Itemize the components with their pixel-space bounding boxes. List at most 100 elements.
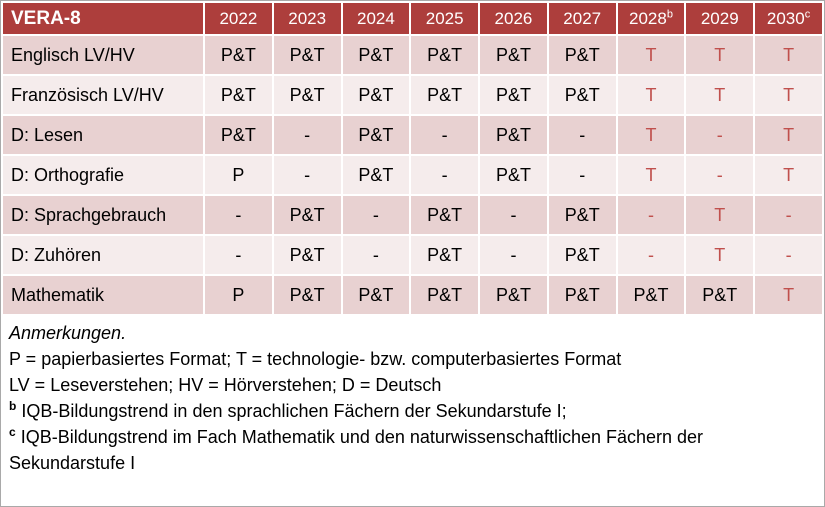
row-label: D: Orthografie: [1, 154, 205, 196]
table-cell: P&T: [271, 234, 343, 276]
note-superscript: b: [9, 399, 17, 414]
table-cell: T: [753, 34, 824, 76]
table-cell: P&T: [478, 274, 549, 316]
note-superscript: c: [9, 425, 16, 440]
table-cell: P&T: [203, 114, 274, 156]
table-cell: -: [271, 114, 343, 156]
table-cell: P&T: [409, 194, 481, 236]
table-cell: P&T: [271, 34, 343, 76]
year-superscript: b: [666, 7, 673, 20]
table-cell: P&T: [340, 154, 412, 196]
row-label: D: Zuhören: [1, 234, 205, 276]
table-cell: P&T: [409, 234, 481, 276]
table-cell: -: [478, 234, 549, 276]
notes-heading: Anmerkungen.: [9, 323, 127, 343]
table-cell: T: [753, 74, 824, 116]
table-cell: -: [409, 154, 481, 196]
row-label: Mathematik: [1, 274, 205, 316]
table-cell: -: [753, 194, 824, 236]
table-cell: P: [203, 274, 274, 316]
table-cell: -: [753, 234, 824, 276]
row-label: D: Sprachgebrauch: [1, 194, 205, 236]
table-row: Französisch LV/HV P&T P&T P&T P&T P&T P&T T T T: [1, 74, 824, 116]
table-row: Mathematik P P&T P&T P&T P&T P&T P&T P&T T: [1, 274, 824, 316]
table-cell: P&T: [203, 34, 274, 76]
row-label: Französisch LV/HV: [1, 74, 205, 116]
table-cell: -: [478, 194, 549, 236]
table-cell: P&T: [546, 34, 618, 76]
table-cell: P&T: [478, 114, 549, 156]
table-cell: P&T: [271, 74, 343, 116]
table-cell: P&T: [409, 74, 481, 116]
table-row: D: Sprachgebrauch - P&T - P&T - P&T - T -: [1, 194, 824, 236]
table-cell: T: [684, 194, 756, 236]
table-cell: P&T: [340, 274, 412, 316]
table-cell: P&T: [340, 114, 412, 156]
table-cell: P&T: [546, 194, 618, 236]
year-header: 2024: [340, 1, 412, 36]
table-cell: -: [615, 194, 687, 236]
note-line: LV = Leseverstehen; HV = Hörverstehen; D…: [9, 375, 442, 396]
table-cell: T: [615, 154, 687, 196]
table-row: D: Zuhören - P&T - P&T - P&T - T -: [1, 234, 824, 276]
table-cell: P&T: [271, 194, 343, 236]
table-cell: -: [203, 194, 274, 236]
table-cell: T: [753, 114, 824, 156]
year-header: 2022: [203, 1, 274, 36]
year-header: 2027: [546, 1, 618, 36]
table-row: D: Orthografie P - P&T - P&T - T - T: [1, 154, 824, 196]
table-cell: T: [684, 234, 756, 276]
table-cell: P&T: [546, 234, 618, 276]
table-cell: P&T: [340, 74, 412, 116]
year-header: 2030c: [753, 1, 824, 36]
table-cell: P&T: [340, 34, 412, 76]
table-cell: P&T: [546, 74, 618, 116]
table-cell: T: [753, 154, 824, 196]
notes-lines: P = papierbasiertes Format; T = technolo…: [9, 346, 814, 476]
note-line: P = papierbasiertes Format; T = technolo…: [9, 349, 622, 370]
table-cell: T: [753, 274, 824, 316]
table-cell: P&T: [478, 74, 549, 116]
table-cell: -: [615, 234, 687, 276]
table-cell: P&T: [271, 274, 343, 316]
table-cell: T: [615, 74, 687, 116]
year-header: 2029: [684, 1, 756, 36]
year-header: 2026: [478, 1, 549, 36]
note-line: b IQB-Bildungstrend in den sprachlichen …: [9, 399, 567, 422]
notes-section: Anmerkungen. P = papierbasiertes Format;…: [1, 316, 824, 477]
table-cell: P&T: [409, 274, 481, 316]
table-row: Englisch LV/HV P&T P&T P&T P&T P&T P&T T T T: [1, 34, 824, 76]
table-cell: T: [615, 34, 687, 76]
table-title: VERA-8: [1, 1, 205, 36]
year-superscript: c: [804, 7, 811, 20]
table-cell: -: [684, 114, 756, 156]
year-header: 2028b: [615, 1, 687, 36]
table-cell: P&T: [615, 274, 687, 316]
table-cell: -: [340, 234, 412, 276]
table-cell: -: [546, 154, 618, 196]
row-label: Englisch LV/HV: [1, 34, 205, 76]
table-cell: -: [684, 154, 756, 196]
year-header: 2023: [271, 1, 343, 36]
note-line: c IQB-Bildungstrend im Fach Mathematik u…: [9, 425, 704, 474]
table-cell: P&T: [203, 74, 274, 116]
table-cell: P&T: [478, 34, 549, 76]
table-cell: P&T: [409, 34, 481, 76]
table-cell: T: [684, 34, 756, 76]
table-row: D: Lesen P&T - P&T - P&T - T - T: [1, 114, 824, 156]
vera8-schedule-table: VERA-8 2022 2023 2024 2025 2026 2027 2028b 2029…: [1, 1, 824, 316]
row-label: D: Lesen: [1, 114, 205, 156]
table-header-row: VERA-8 2022 2023 2024 2025 2026 2027 2028b 2029…: [1, 1, 824, 36]
table-cell: -: [340, 194, 412, 236]
year-header: 2025: [409, 1, 481, 36]
table-cell: -: [203, 234, 274, 276]
table-cell: T: [615, 114, 687, 156]
table-cell: T: [684, 74, 756, 116]
table-cell: P&T: [478, 154, 549, 196]
table-cell: -: [409, 114, 481, 156]
table-cell: P: [203, 154, 274, 196]
table-cell: -: [546, 114, 618, 156]
table-cell: P&T: [684, 274, 756, 316]
table-cell: -: [271, 154, 343, 196]
